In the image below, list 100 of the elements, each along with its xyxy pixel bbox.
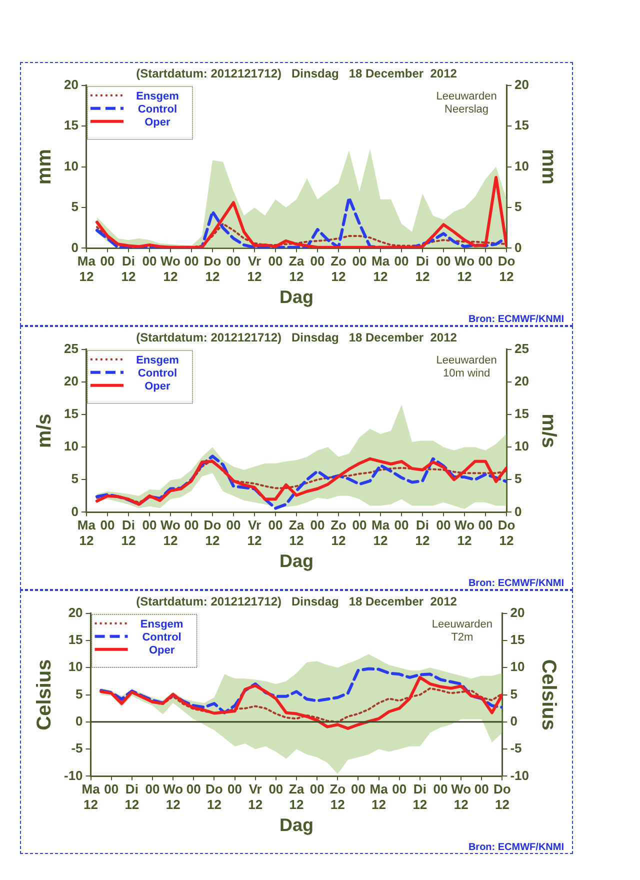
legend-label: Oper [144, 380, 172, 392]
x-tick-label: 00 [394, 254, 409, 269]
y-tick-label: 20 [64, 76, 78, 92]
y-tick-label: -5 [71, 740, 83, 756]
x-tick-label: Ma 12 [371, 518, 390, 548]
y-tick-label: 5 [76, 686, 83, 702]
x-tick-label: 00 [310, 254, 325, 269]
y2-tick-label: 10 [510, 659, 525, 674]
x-tick-label: Vr 12 [247, 518, 262, 548]
x-tick-label: 00 [478, 254, 493, 269]
legend-label: Control [142, 631, 182, 644]
y-axis-title: Celsius [34, 659, 56, 730]
x-tick-label: 00 [310, 782, 324, 797]
x-tick-label: Zo 12 [330, 254, 347, 284]
annotation: T2m [451, 631, 474, 644]
legend-label: Ensgem [136, 354, 180, 366]
y-tick-label: 10 [64, 158, 78, 174]
y-axis-title: mm [34, 149, 56, 185]
y-tick-label: 15 [64, 406, 78, 422]
x-tick-label: 00 [184, 518, 199, 533]
x-tick-label: Di 12 [415, 254, 430, 284]
x-tick-label: 00 [145, 782, 160, 797]
x-tick-label: Ma 12 [77, 254, 96, 284]
x-tick-label: Di 12 [415, 518, 430, 548]
annotation: Leeuwarden [432, 618, 492, 630]
y-tick-label: 5 [71, 199, 78, 214]
x-tick-label: 00 [436, 518, 451, 533]
y2-tick-label: -5 [510, 740, 522, 756]
x-tick-label: Do 12 [204, 254, 222, 284]
x-tick-label: 00 [142, 518, 157, 533]
x-tick-label: Wo 12 [454, 518, 475, 548]
x-tick-label: Wo 12 [160, 254, 181, 284]
x-axis-title: Dag [279, 551, 314, 572]
line-series [95, 196, 507, 248]
x-tick-label: Wo 12 [451, 782, 472, 812]
x-tick-label: Di 12 [124, 782, 140, 812]
y2-tick-label: 10 [514, 438, 530, 454]
text: Bron: ECMWF/KNMI [468, 578, 564, 589]
y-tick-label: -10 [64, 768, 83, 783]
x-tick-label: Do 12 [498, 254, 516, 284]
chart-title: (Startdatum: 2012121712) Dinsdag 18 December 2012 [136, 66, 458, 81]
y2-tick-label: 5 [514, 199, 522, 214]
x-tick-label: 00 [184, 254, 199, 269]
y-tick-label: 10 [64, 438, 78, 454]
y2-tick-label: 0 [514, 240, 522, 255]
y-tick-label: 15 [64, 118, 78, 133]
x-tick-label: Di 12 [121, 518, 136, 548]
x-tick-label: Do 12 [498, 518, 516, 548]
x-tick-label: Wo 12 [160, 518, 181, 548]
y2-tick-label: 20 [514, 76, 530, 92]
x-tick-label: 00 [474, 782, 489, 797]
x-tick-label: 00 [350, 782, 366, 797]
x-tick-label: Do 12 [204, 518, 222, 548]
annotation: Leeuwarden [436, 354, 497, 366]
x-tick-label: 00 [352, 518, 367, 533]
x-tick-label: Ma 12 [371, 254, 390, 284]
text: Bron: ECMWF/KNMI [468, 842, 564, 853]
x-tick-label: 00 [394, 518, 409, 533]
y-tick-label: 20 [64, 374, 78, 389]
x-tick-label: Zo 12 [330, 518, 347, 548]
y2-tick-label: 15 [510, 632, 525, 648]
y-tick-label: 10 [68, 659, 83, 674]
x-tick-label: 00 [268, 518, 283, 533]
chart-title: (Startdatum: 2012121712) Dinsdag 18 December 2012 [136, 330, 458, 345]
x-tick-label: Ma 12 [77, 518, 96, 548]
x-tick-label: Di 12 [412, 782, 428, 812]
y2-tick-label: 0 [514, 504, 522, 519]
x-tick-label: 00 [186, 782, 201, 797]
y-tick-label: 15 [68, 632, 83, 648]
y2-tick-label: 10 [514, 158, 530, 174]
legend-label: Control [138, 103, 178, 116]
x-tick-label: 00 [268, 782, 284, 797]
y2-axis-title: m/s [537, 414, 560, 448]
x-tick-label: 00 [226, 254, 241, 269]
text: Bron: ECMWF/KNMI [468, 314, 564, 325]
y-tick-label: 5 [71, 471, 78, 486]
x-tick-label: 00 [226, 518, 241, 533]
x-tick-label: Vr 12 [247, 254, 262, 284]
legend-label: Ensgem [140, 618, 184, 630]
legend-label: Oper [144, 116, 172, 128]
x-tick-label: 00 [310, 518, 325, 533]
x-tick-label: Wo 12 [454, 254, 475, 284]
y2-axis-title: mm [537, 149, 560, 185]
y2-tick-label: 20 [514, 374, 530, 389]
x-tick-label: 00 [352, 254, 367, 269]
x-tick-label: 00 [436, 254, 451, 269]
y-tick-label: 25 [64, 340, 78, 356]
y-tick-label: 0 [71, 240, 78, 255]
x-tick-label: 00 [100, 518, 115, 533]
x-tick-label: Wo 12 [163, 782, 184, 812]
y2-tick-label: 5 [514, 471, 522, 486]
x-tick-label: Do 12 [206, 782, 223, 812]
y2-tick-label: 25 [514, 340, 530, 356]
annotation: Leeuwarden [436, 90, 497, 102]
legend-label: Control [138, 367, 178, 380]
annotation: 10m wind [443, 367, 490, 380]
y2-tick-label: 15 [514, 118, 530, 133]
y-tick-label: 0 [71, 504, 78, 519]
y2-tick-label: 0 [510, 714, 518, 729]
x-tick-label: 00 [104, 782, 119, 797]
